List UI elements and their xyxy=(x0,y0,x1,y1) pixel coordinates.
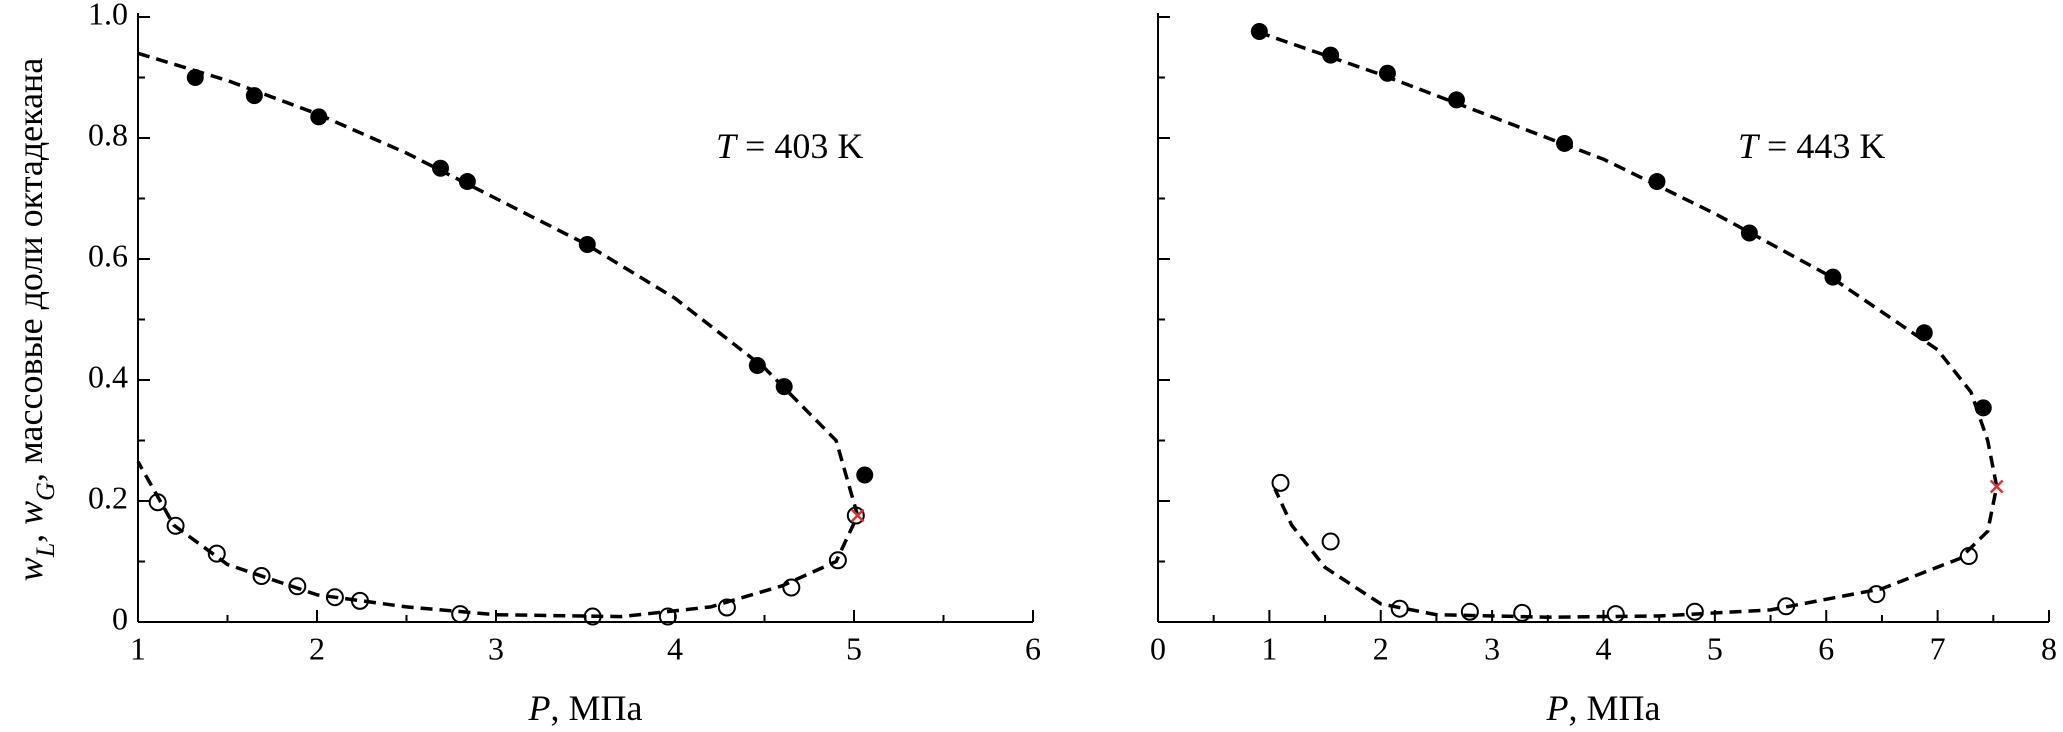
annotation: T = 443 K xyxy=(1738,126,1885,166)
critical-point xyxy=(1989,479,2004,494)
x-tick-label: 6 xyxy=(1818,630,1834,666)
equilibrium-curve xyxy=(136,51,860,619)
y-tick-label: 1.0 xyxy=(88,0,128,31)
liquid-point xyxy=(1322,46,1340,64)
label-part: , xyxy=(10,525,50,543)
x-tick-label: 3 xyxy=(488,630,504,666)
x-tick-label: 3 xyxy=(1484,630,1500,666)
gas-point xyxy=(1685,602,1704,621)
liquid-point xyxy=(856,466,874,484)
x-tick-label: 6 xyxy=(1025,630,1041,666)
liquid-point xyxy=(245,87,263,105)
gas-point xyxy=(1867,585,1886,604)
x-tick-label: 1 xyxy=(130,630,146,666)
label-part: , массовые доли октадекана xyxy=(10,58,50,482)
label-part: = 443 K xyxy=(1758,126,1885,166)
y-axis-label: wL, wG, массовые доли октадекана xyxy=(10,58,60,582)
label-part: = 403 K xyxy=(736,126,863,166)
y-tick-label: 0.4 xyxy=(88,358,128,394)
gas-point xyxy=(288,577,307,596)
gas-point xyxy=(1513,603,1532,622)
x-tick-label: 0 xyxy=(1150,630,1166,666)
label-part: T xyxy=(716,126,739,166)
label-part: w xyxy=(10,557,50,581)
gas-point xyxy=(1271,473,1290,492)
gas-point xyxy=(828,551,847,570)
gas-point xyxy=(782,578,801,597)
label-part: T xyxy=(1738,126,1761,166)
label-part: , МПа xyxy=(551,688,643,728)
label-part: , МПа xyxy=(1569,688,1661,728)
x-tick-label: 7 xyxy=(1930,630,1946,666)
x-tick-label: 1 xyxy=(1261,630,1277,666)
liquid-point xyxy=(310,108,328,126)
x-tick-label: 4 xyxy=(667,630,683,666)
gas-point xyxy=(1606,605,1625,624)
y-tick-label: 0.8 xyxy=(88,116,128,152)
gas-point xyxy=(166,516,185,535)
gas-point xyxy=(252,567,271,586)
label-part: P xyxy=(528,688,551,728)
label-part: w xyxy=(10,501,50,525)
x-tick-label: 2 xyxy=(309,630,325,666)
gas-point xyxy=(207,544,226,563)
gas-point xyxy=(451,605,470,624)
label-part: P xyxy=(1546,688,1569,728)
y-tick-label: 0.6 xyxy=(88,237,128,273)
gas-point xyxy=(717,598,736,617)
annotation: T = 403 K xyxy=(716,126,863,166)
x-tick-label: 5 xyxy=(846,630,862,666)
x-axis-label: P, МПа xyxy=(528,688,643,728)
equilibrium-curve xyxy=(1257,30,1999,619)
gas-point xyxy=(1460,602,1479,621)
critical-point xyxy=(850,508,865,523)
x-tick-label: 2 xyxy=(1373,630,1389,666)
gas-point xyxy=(658,607,677,626)
y-tick-label: 0.2 xyxy=(88,479,128,515)
x-tick-label: 4 xyxy=(1596,630,1612,666)
y-tick-label: 0 xyxy=(112,600,128,636)
liquid-point xyxy=(1648,173,1666,191)
x-tick-label: 5 xyxy=(1707,630,1723,666)
label-part: G xyxy=(31,482,60,501)
gas-point xyxy=(1321,532,1340,551)
x-tick-label: 8 xyxy=(2041,630,2057,666)
x-axis-label: P, МПа xyxy=(1546,688,1661,728)
liquid-point xyxy=(1740,224,1758,242)
liquid-point xyxy=(458,173,476,191)
label-part: L xyxy=(31,543,60,558)
